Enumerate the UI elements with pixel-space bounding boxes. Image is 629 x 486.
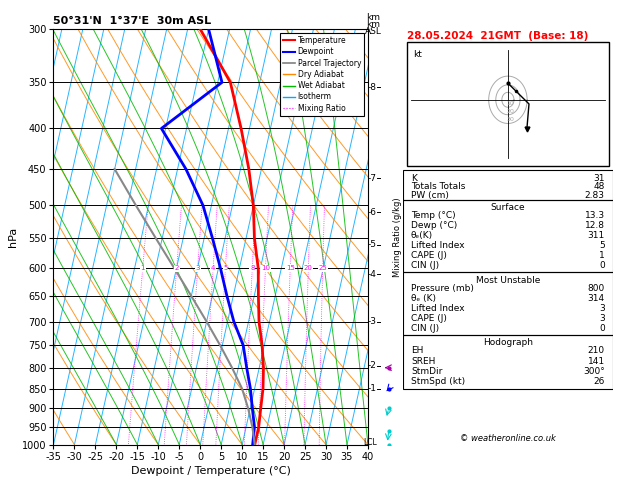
Text: 8: 8 (250, 265, 255, 271)
Text: θₑ (K): θₑ (K) (411, 294, 436, 303)
Text: 13.3: 13.3 (585, 211, 605, 220)
Text: kt: kt (413, 50, 422, 59)
Text: 311: 311 (587, 231, 605, 240)
Text: 2: 2 (174, 265, 179, 271)
Text: K: K (411, 174, 417, 183)
Text: 3: 3 (196, 265, 200, 271)
Text: θₑ(K): θₑ(K) (411, 231, 433, 240)
Text: 25: 25 (318, 265, 327, 271)
Text: 5: 5 (223, 265, 228, 271)
Text: km: km (366, 13, 380, 22)
Text: 3: 3 (599, 314, 605, 323)
Text: PW (cm): PW (cm) (411, 191, 449, 200)
Text: 5: 5 (599, 241, 605, 250)
Text: 300°: 300° (583, 367, 605, 376)
Text: 26: 26 (594, 377, 605, 386)
Text: Lifted Index: Lifted Index (411, 241, 465, 250)
Y-axis label: hPa: hPa (8, 227, 18, 247)
Text: -8: -8 (367, 83, 377, 92)
Text: -3: -3 (367, 317, 377, 326)
Text: 10: 10 (506, 101, 514, 106)
Bar (407, 42, 609, 166)
Text: 4: 4 (211, 265, 215, 271)
Bar (403, 200, 613, 272)
Legend: Temperature, Dewpoint, Parcel Trajectory, Dry Adiabat, Wet Adiabat, Isotherm, Mi: Temperature, Dewpoint, Parcel Trajectory… (280, 33, 364, 116)
Bar (403, 272, 613, 334)
Text: -7: -7 (367, 174, 377, 183)
Text: 800: 800 (587, 284, 605, 293)
Bar (403, 334, 613, 389)
Text: 314: 314 (587, 294, 605, 303)
Text: CAPE (J): CAPE (J) (411, 314, 447, 323)
Text: 12.8: 12.8 (585, 221, 605, 230)
Text: LCL: LCL (363, 438, 377, 447)
Text: SREH: SREH (411, 357, 435, 365)
Text: 0: 0 (599, 324, 605, 333)
Text: © weatheronline.co.uk: © weatheronline.co.uk (460, 434, 556, 443)
Text: 28.05.2024  21GMT  (Base: 18): 28.05.2024 21GMT (Base: 18) (407, 31, 588, 41)
Text: -2: -2 (368, 361, 377, 370)
Text: 1: 1 (599, 251, 605, 260)
Text: 31: 31 (593, 174, 605, 183)
Text: 0: 0 (599, 261, 605, 270)
Text: km: km (366, 20, 380, 29)
Text: 3: 3 (599, 304, 605, 313)
Text: StmSpd (kt): StmSpd (kt) (411, 377, 465, 386)
Text: 141: 141 (587, 357, 605, 365)
Text: -4: -4 (368, 270, 377, 278)
Text: 20: 20 (506, 109, 514, 114)
Text: 210: 210 (587, 346, 605, 355)
X-axis label: Dewpoint / Temperature (°C): Dewpoint / Temperature (°C) (131, 466, 291, 476)
Text: -5: -5 (367, 240, 377, 249)
Text: Hodograph: Hodograph (483, 338, 533, 347)
Text: 20: 20 (304, 265, 313, 271)
Text: 1: 1 (140, 265, 145, 271)
Text: CIN (J): CIN (J) (411, 324, 439, 333)
Text: 10: 10 (261, 265, 270, 271)
Text: 50°31'N  1°37'E  30m ASL: 50°31'N 1°37'E 30m ASL (53, 16, 211, 26)
Text: ASL: ASL (365, 27, 382, 36)
Text: EH: EH (411, 346, 423, 355)
Text: Pressure (mb): Pressure (mb) (411, 284, 474, 293)
Text: Lifted Index: Lifted Index (411, 304, 465, 313)
Bar (403, 171, 613, 200)
Text: 48: 48 (594, 182, 605, 191)
Text: StmDir: StmDir (411, 367, 442, 376)
Text: 30: 30 (506, 118, 514, 122)
Text: 15: 15 (286, 265, 294, 271)
Text: Surface: Surface (491, 203, 525, 212)
Text: Temp (°C): Temp (°C) (411, 211, 455, 220)
Text: CAPE (J): CAPE (J) (411, 251, 447, 260)
Text: 2.83: 2.83 (585, 191, 605, 200)
Text: Totals Totals: Totals Totals (411, 182, 465, 191)
Text: -1: -1 (367, 384, 377, 393)
Text: Mixing Ratio (g/kg): Mixing Ratio (g/kg) (393, 197, 402, 277)
Text: Dewp (°C): Dewp (°C) (411, 221, 457, 230)
Text: -6: -6 (367, 208, 377, 217)
Text: CIN (J): CIN (J) (411, 261, 439, 270)
Text: Most Unstable: Most Unstable (476, 276, 540, 285)
